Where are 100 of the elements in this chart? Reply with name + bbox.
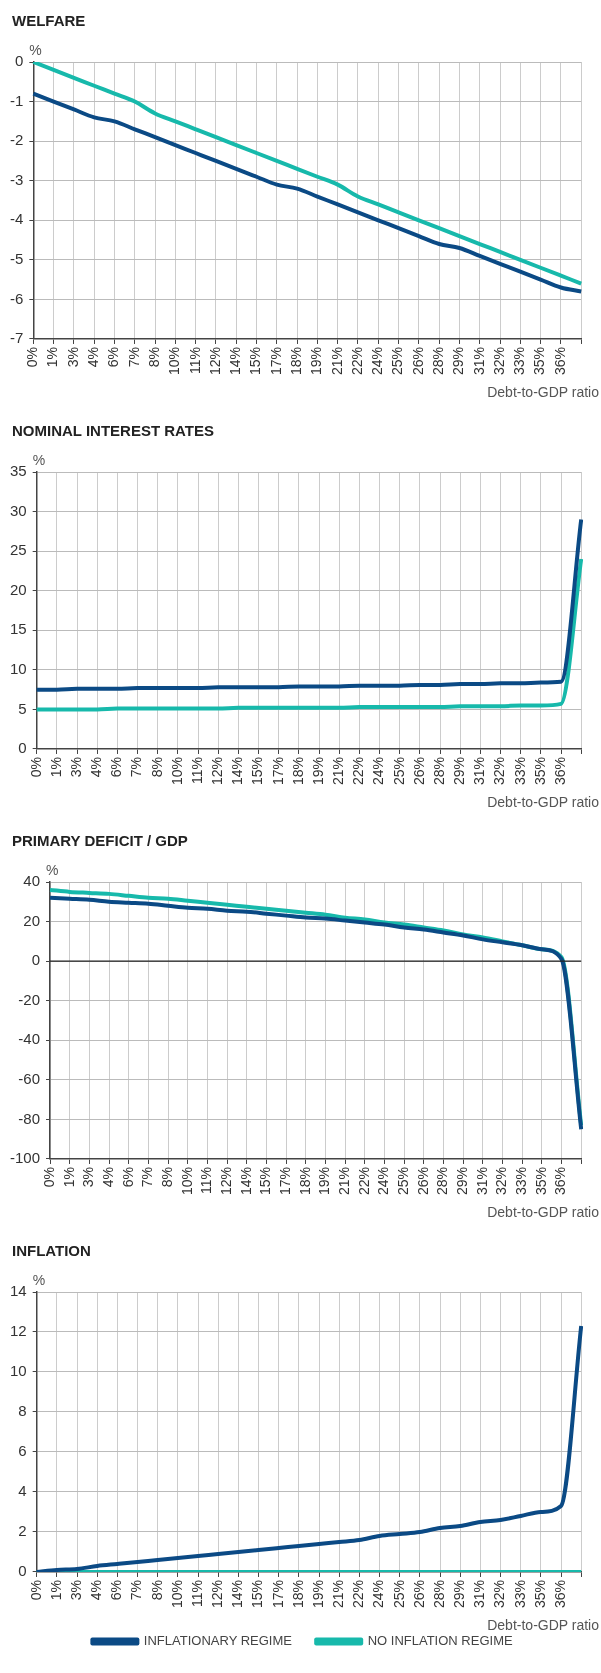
y-tick-label: -6: [9, 289, 24, 307]
x-tick-label: 19%: [308, 346, 325, 376]
line-series: [34, 557, 584, 712]
x-tick-label: 14%: [229, 756, 246, 786]
y-tick-label: 0: [18, 1562, 27, 1580]
chart-title: INFLATION: [12, 1242, 91, 1259]
chart-title: NOMINAL INTEREST RATES: [12, 422, 214, 439]
x-tick-label: 29%: [454, 1166, 471, 1196]
x-tick-label: 32%: [491, 1579, 508, 1609]
x-tick-label: 36%: [551, 756, 568, 786]
y-tick-label: 4: [18, 1482, 27, 1500]
y-tick-label: 20: [10, 580, 27, 598]
y-tick-label: 25: [10, 541, 27, 559]
x-tick-label: 4%: [85, 346, 102, 368]
x-tick-label: 21%: [335, 1166, 352, 1196]
x-tick-label: 3%: [80, 1166, 97, 1188]
x-axis-title: Debt-to-GDP ratio: [487, 793, 600, 810]
x-tick-label: 12%: [206, 346, 223, 376]
x-tick-label: 4%: [88, 1579, 105, 1601]
x-tick-label: 18%: [289, 756, 306, 786]
x-tick-label: 21%: [328, 346, 345, 376]
x-axis-title: Debt-to-GDP ratio: [487, 1203, 600, 1220]
y-tick-label: -20: [18, 990, 41, 1008]
x-tick-label: 6%: [108, 1579, 125, 1601]
y-tick-label: -2: [9, 131, 24, 149]
x-tick-label: 28%: [430, 756, 447, 786]
x-tick-label: 22%: [350, 756, 367, 786]
x-tick-label: 7%: [128, 1579, 145, 1601]
x-tick-label: 0%: [40, 1166, 57, 1188]
x-tick-label: 7%: [139, 1166, 156, 1188]
x-tick-label: 10%: [168, 756, 185, 786]
x-tick-label: 21%: [330, 756, 347, 786]
line-series: [31, 62, 584, 286]
x-tick-label: 0%: [24, 346, 41, 368]
y-tick-label: -60: [18, 1069, 41, 1087]
x-tick-label: 14%: [227, 346, 244, 376]
x-tick-label: 4%: [99, 1166, 116, 1188]
y-tick-label: 40: [23, 872, 41, 890]
chart-title: WELFARE: [12, 12, 86, 29]
x-tick-label: 0%: [27, 1579, 44, 1601]
y-tick-label: 20: [23, 911, 41, 929]
x-tick-label: 7%: [125, 346, 142, 368]
x-tick-label: 12%: [209, 1579, 226, 1609]
x-tick-label: 14%: [237, 1166, 254, 1196]
x-tick-label: 25%: [395, 1166, 411, 1196]
x-tick-label: 6%: [108, 756, 125, 778]
x-tick-label: 28%: [434, 1166, 451, 1196]
x-tick-label: 1%: [60, 1166, 77, 1188]
x-tick-label: 15%: [249, 756, 266, 786]
line-series: [31, 91, 584, 294]
y-tick-label: -3: [9, 170, 24, 188]
y-tick-label: 0: [14, 52, 24, 70]
y-axis-title: %: [32, 1271, 46, 1288]
x-tick-label: 15%: [257, 1166, 274, 1196]
x-tick-label: 18%: [289, 1579, 306, 1609]
line-series: [34, 517, 584, 692]
x-tick-label: 26%: [414, 1166, 431, 1196]
x-tick-label: 26%: [409, 346, 426, 376]
x-tick-label: 35%: [532, 1166, 549, 1196]
x-tick-label: 22%: [350, 1579, 367, 1609]
x-tick-label: 28%: [430, 1579, 447, 1609]
x-tick-label: 10%: [178, 1166, 195, 1196]
y-tick-label: 8: [18, 1402, 27, 1420]
x-tick-label: 31%: [473, 1166, 490, 1196]
x-tick-label: 17%: [269, 756, 286, 786]
x-tick-label: 15%: [249, 1579, 266, 1609]
x-axis-title: Debt-to-GDP ratio: [487, 383, 600, 400]
x-tick-label: 12%: [209, 756, 226, 786]
x-tick-label: 8%: [148, 756, 165, 778]
y-tick-label: -4: [9, 210, 24, 228]
y-axis-title: %: [32, 451, 46, 468]
x-tick-label: 36%: [551, 346, 568, 376]
x-tick-label: 24%: [375, 1166, 392, 1196]
x-tick-label: 12%: [217, 1166, 234, 1196]
y-tick-label: -1: [9, 91, 24, 109]
x-tick-label: 21%: [330, 1579, 347, 1609]
x-tick-label: 1%: [47, 756, 64, 778]
x-tick-label: 36%: [552, 1166, 569, 1196]
x-tick-label: 14%: [229, 1579, 246, 1609]
x-tick-label: 36%: [551, 1579, 568, 1609]
x-tick-label: 8%: [148, 1579, 165, 1601]
x-tick-label: 8%: [145, 346, 162, 368]
x-tick-label: 32%: [491, 756, 508, 786]
y-tick-label: 14: [10, 1282, 27, 1300]
y-tick-label: -40: [18, 1030, 41, 1048]
x-tick-label: 22%: [355, 1166, 372, 1196]
x-tick-label: 19%: [309, 756, 326, 786]
y-tick-label: 2: [18, 1522, 27, 1540]
x-tick-label: 24%: [370, 756, 387, 786]
x-tick-label: 6%: [105, 346, 122, 368]
y-axis-title: %: [29, 41, 42, 58]
x-tick-label: 35%: [531, 1579, 548, 1609]
y-tick-label: 5: [18, 699, 27, 717]
x-tick-label: 11%: [188, 1579, 205, 1607]
x-tick-label: 11%: [198, 1166, 215, 1194]
x-tick-label: 7%: [128, 756, 145, 778]
y-tick-label: 30: [10, 501, 27, 519]
x-tick-label: 8%: [158, 1166, 175, 1188]
x-tick-label: 29%: [451, 1579, 468, 1609]
x-tick-label: 10%: [166, 346, 183, 376]
